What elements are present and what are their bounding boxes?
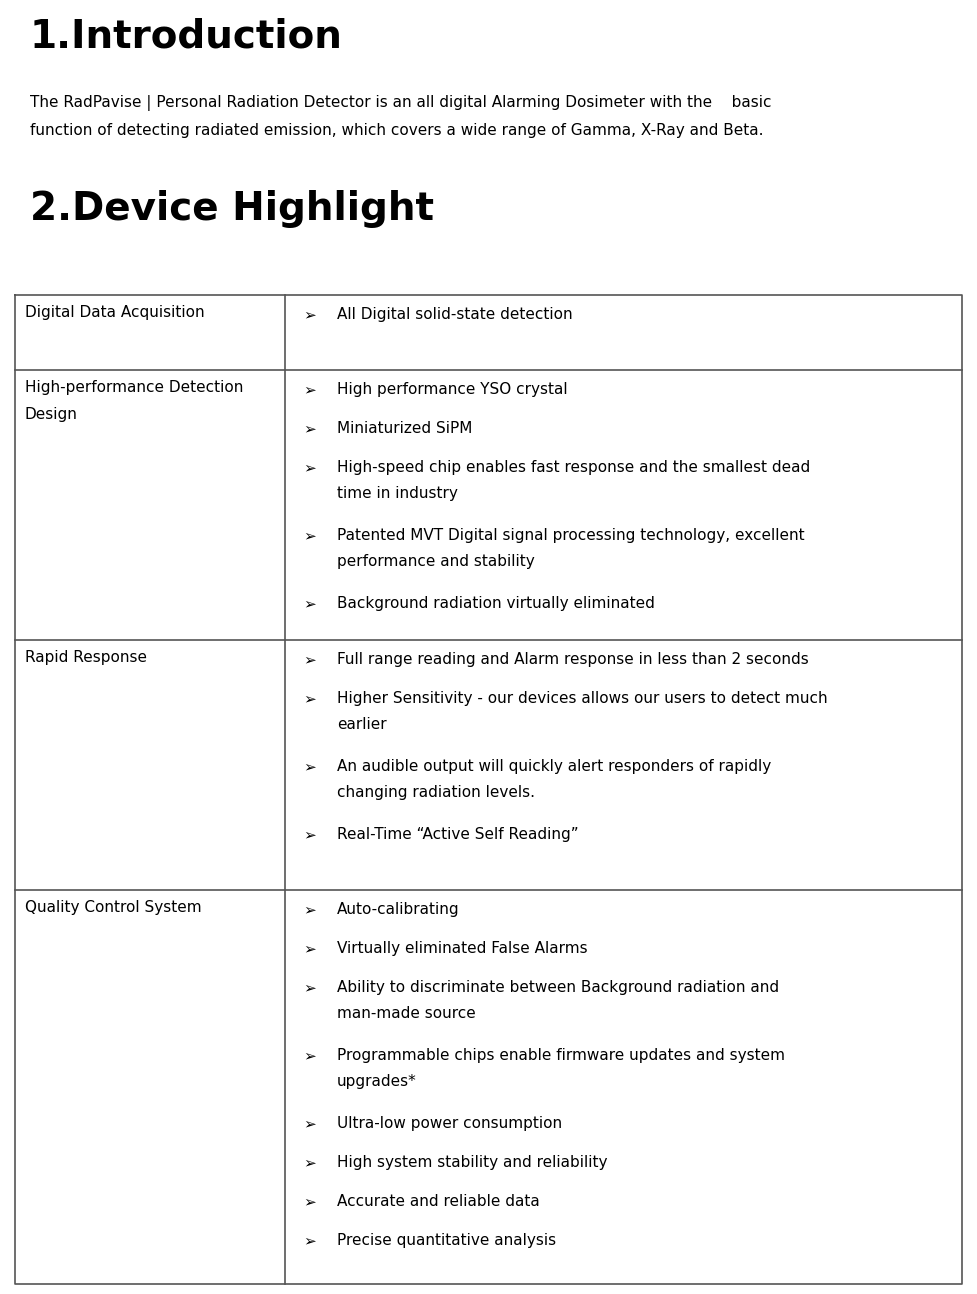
Text: ➢: ➢	[303, 307, 316, 322]
Text: function of detecting radiated emission, which covers a wide range of Gamma, X-R: function of detecting radiated emission,…	[30, 123, 763, 138]
Text: An audible output will quickly alert responders of rapidly
changing radiation le: An audible output will quickly alert res…	[337, 760, 771, 800]
Text: Precise quantitative analysis: Precise quantitative analysis	[337, 1233, 556, 1247]
Text: Quality Control System: Quality Control System	[25, 901, 201, 915]
Text: Rapid Response: Rapid Response	[25, 650, 147, 665]
Text: ➢: ➢	[303, 459, 316, 475]
Text: Programmable chips enable firmware updates and system
upgrades*: Programmable chips enable firmware updat…	[337, 1048, 785, 1088]
Text: Miniaturized SiPM: Miniaturized SiPM	[337, 421, 472, 436]
Text: ➢: ➢	[303, 421, 316, 436]
Text: Digital Data Acquisition: Digital Data Acquisition	[25, 305, 204, 320]
Text: ➢: ➢	[303, 980, 316, 995]
Text: ➢: ➢	[303, 1115, 316, 1131]
Text: Patented MVT Digital signal processing technology, excellent
performance and sta: Patented MVT Digital signal processing t…	[337, 528, 805, 569]
Text: High-speed chip enables fast response and the smallest dead
time in industry: High-speed chip enables fast response an…	[337, 459, 810, 501]
Text: ➢: ➢	[303, 941, 316, 956]
Text: ➢: ➢	[303, 1233, 316, 1247]
Text: ➢: ➢	[303, 528, 316, 543]
Text: Virtually eliminated False Alarms: Virtually eliminated False Alarms	[337, 941, 587, 956]
Text: ➢: ➢	[303, 382, 316, 397]
Text: Background radiation virtually eliminated: Background radiation virtually eliminate…	[337, 597, 655, 611]
Text: Higher Sensitivity - our devices allows our users to detect much
earlier: Higher Sensitivity - our devices allows …	[337, 691, 828, 732]
Text: Auto-calibrating: Auto-calibrating	[337, 902, 459, 917]
Text: ➢: ➢	[303, 827, 316, 842]
Text: ➢: ➢	[303, 1156, 316, 1170]
Text: Ability to discriminate between Background radiation and
man-made source: Ability to discriminate between Backgrou…	[337, 980, 779, 1021]
Text: ➢: ➢	[303, 902, 316, 917]
Text: 2.Device Highlight: 2.Device Highlight	[30, 190, 434, 228]
Text: Accurate and reliable data: Accurate and reliable data	[337, 1194, 539, 1209]
Text: 1.Introduction: 1.Introduction	[30, 18, 343, 56]
Text: ➢: ➢	[303, 652, 316, 666]
Text: ➢: ➢	[303, 760, 316, 774]
Text: ➢: ➢	[303, 691, 316, 707]
Text: All Digital solid-state detection: All Digital solid-state detection	[337, 307, 573, 322]
Text: ➢: ➢	[303, 1048, 316, 1062]
Text: ➢: ➢	[303, 597, 316, 611]
Text: The RadPavise | Personal Radiation Detector is an all digital Alarming Dosimeter: The RadPavise | Personal Radiation Detec…	[30, 94, 772, 111]
Text: ➢: ➢	[303, 1194, 316, 1209]
Text: High-performance Detection
Design: High-performance Detection Design	[25, 380, 243, 422]
Text: Real-Time “Active Self Reading”: Real-Time “Active Self Reading”	[337, 827, 578, 842]
Text: High system stability and reliability: High system stability and reliability	[337, 1156, 608, 1170]
Text: Full range reading and Alarm response in less than 2 seconds: Full range reading and Alarm response in…	[337, 652, 809, 666]
Text: Ultra-low power consumption: Ultra-low power consumption	[337, 1115, 562, 1131]
Text: High performance YSO crystal: High performance YSO crystal	[337, 382, 568, 397]
